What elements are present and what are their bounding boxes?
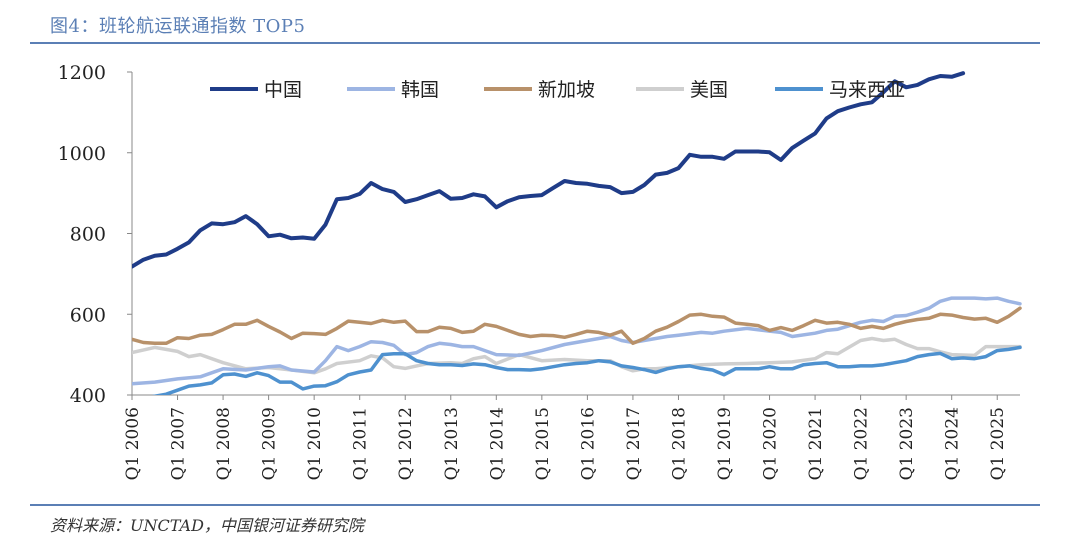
legend-label-中国: 中国	[264, 79, 302, 101]
x-tick-label: Q1 2007	[169, 407, 189, 480]
series-lines	[132, 71, 1022, 395]
x-tick-label: Q1 2020	[761, 407, 781, 480]
x-tick-label: Q1 2017	[624, 407, 644, 480]
x-tick-label: Q1 2009	[260, 407, 280, 480]
top-rule	[30, 42, 1040, 44]
legend: 中国 韩国 新加坡 美国 马来西亚	[210, 79, 905, 101]
series-line-新加坡	[132, 306, 1022, 346]
y-tick-label: 600	[70, 304, 106, 326]
figure-title: 图4：班轮航运联通指数 TOP5	[50, 16, 306, 37]
x-tick-label: Q1 2010	[305, 407, 325, 480]
x-tick-label: Q1 2024	[943, 407, 963, 480]
x-tick-label: Q1 2025	[988, 407, 1008, 480]
series-line-中国	[132, 71, 966, 269]
x-tick-label: Q1 2008	[214, 407, 234, 480]
x-tick-label: Q1 2023	[897, 407, 917, 480]
bottom-rule	[30, 504, 1040, 506]
axes: 400 600 800 1000 1200 Q1 2006 Q1 2007 Q1 2008 Q1…	[58, 62, 1020, 480]
x-tick-label: Q1 2011	[351, 407, 371, 480]
y-tick-label: 1000	[58, 143, 106, 165]
x-tick-label: Q1 2016	[578, 407, 598, 480]
x-tick-label: Q1 2018	[669, 407, 689, 480]
x-tick-label: Q1 2022	[852, 407, 872, 480]
x-tick-label: Q1 2015	[533, 407, 553, 480]
x-tick-label: Q1 2021	[806, 407, 826, 480]
y-tick-label: 800	[70, 224, 106, 246]
legend-label-新加坡: 新加坡	[538, 79, 595, 101]
x-tick-label: Q1 2012	[396, 407, 416, 480]
y-tick-label: 400	[70, 385, 106, 407]
legend-label-韩国: 韩国	[401, 79, 439, 101]
x-tick-label: Q1 2019	[715, 407, 735, 480]
line-chart: 400 600 800 1000 1200 Q1 2006 Q1 2007 Q1 2008 Q1…	[58, 62, 1022, 480]
x-tick-label: Q1 2006	[123, 407, 143, 480]
source-note: 资料来源：UNCTAD，中国银河证券研究院	[50, 516, 364, 535]
legend-label-马来西亚: 马来西亚	[829, 79, 905, 101]
y-tick-label: 1200	[58, 62, 106, 84]
x-tick-label: Q1 2013	[442, 407, 462, 480]
series-line-马来西亚	[151, 345, 1022, 395]
x-tick-label: Q1 2014	[487, 407, 507, 480]
legend-label-美国: 美国	[690, 79, 728, 101]
